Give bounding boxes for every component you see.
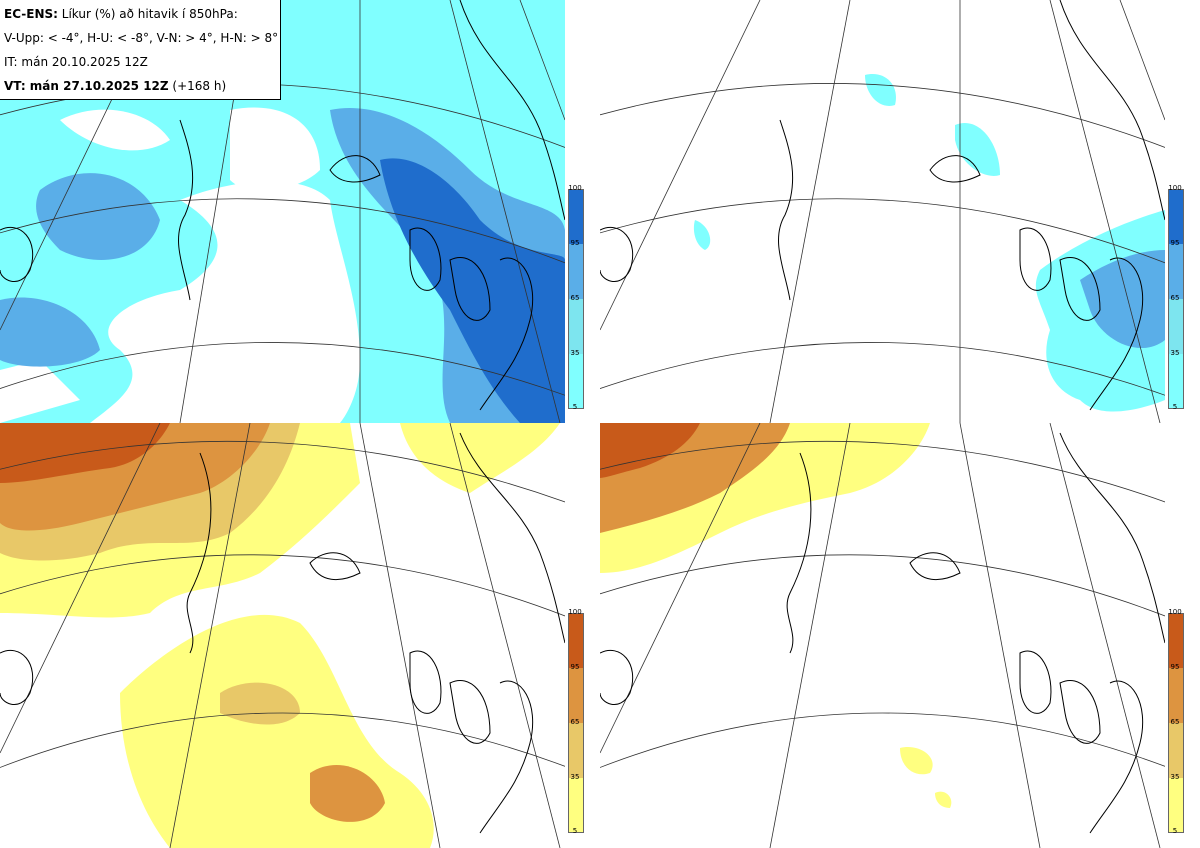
cbar-tick: 65 [570,294,580,302]
valid-offset: (+168 h) [168,79,227,93]
init-time: IT: mán 20.10.2025 12Z [4,55,148,69]
colorbar-segment [1169,668,1183,723]
cbar-tick: 95 [570,239,580,247]
colorbar-segment [1169,190,1183,244]
colorbar-segment [1169,354,1183,408]
colorbar-segment [1169,244,1183,299]
colorbar-warm-right [1168,613,1184,833]
cbar-tick: 35 [1170,773,1180,781]
probability-map-cold-minus8 [600,0,1165,423]
cbar-tick: 65 [1170,718,1180,726]
colorbar-segment [569,614,583,668]
colorbar-cold-right [1168,189,1184,409]
cbar-tick: 5 [1172,827,1178,835]
map-panel-cold-minus4: EC-ENS: Líkur (%) að hitavik í 850hPa: V… [0,0,565,423]
colorbar-segment [569,778,583,832]
colorbar-segment [1169,778,1183,832]
colorbar-segment [569,723,583,778]
map-panel-warm-plus8 [600,423,1165,848]
colorbar-segment [569,244,583,299]
colorbar-segment [1169,614,1183,668]
map-title: Líkur (%) að hitavik í 850hPa: [57,7,238,21]
cbar-tick: 35 [570,349,580,357]
map-panel-cold-minus8 [600,0,1165,423]
colorbar-segment [569,668,583,723]
cbar-tick: 65 [570,718,580,726]
cbar-tick: 5 [572,403,578,411]
colorbar-cold-left [568,189,584,409]
colorbar-segment [569,299,583,354]
cbar-tick: 5 [1172,403,1178,411]
map-panel-warm-plus4 [0,423,565,848]
probability-map-warm-plus4 [0,423,565,848]
colorbar-segment [1169,723,1183,778]
cbar-tick: 65 [1170,294,1180,302]
cbar-tick: 100 [1168,608,1182,616]
cbar-tick: 95 [1170,239,1180,247]
cbar-tick: 35 [1170,349,1180,357]
cbar-tick: 35 [570,773,580,781]
probability-map-cold-minus4 [0,0,565,423]
probability-map-warm-plus8 [600,423,1165,848]
threshold-legend: V-Upp: < -4°, H-U: < -8°, V-N: > 4°, H-N… [4,31,279,45]
cbar-tick: 95 [570,663,580,671]
colorbar-warm-left [568,613,584,833]
cbar-tick: 100 [568,184,582,192]
colorbar-segment [569,354,583,408]
valid-time: VT: mán 27.10.2025 12Z [4,79,169,93]
cbar-tick: 5 [572,827,578,835]
cbar-tick: 95 [1170,663,1180,671]
colorbar-segment [1169,299,1183,354]
colorbar-segment [569,190,583,244]
cbar-tick: 100 [1168,184,1182,192]
cbar-tick: 100 [568,608,582,616]
model-name: EC-ENS: [4,7,58,21]
map-info-box: EC-ENS: Líkur (%) að hitavik í 850hPa: V… [0,0,281,100]
